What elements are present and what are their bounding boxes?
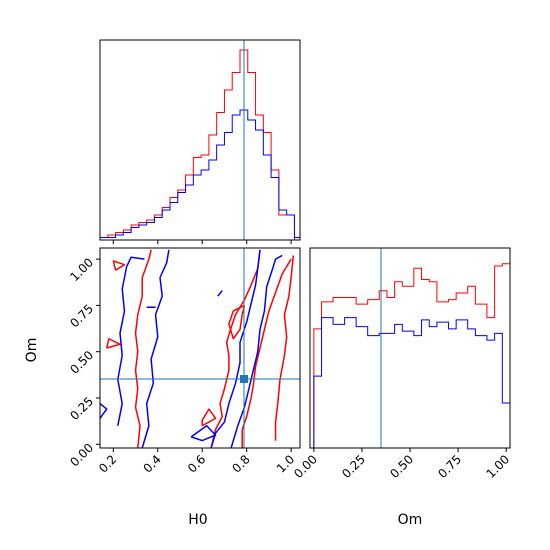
x-axis-label-om: Om: [398, 512, 423, 528]
truth-marker: [240, 375, 248, 383]
om-hist-tick-label: 0.25: [339, 452, 368, 481]
h0-histogram-frame: [99, 39, 301, 241]
om-histogram-series: [310, 263, 511, 449]
contour-x-tick-label: 0.2: [96, 452, 119, 475]
contour-red: [112, 260, 126, 271]
contour-blue: [217, 290, 223, 297]
om-hist-tick-label: 0.50: [387, 452, 416, 481]
contour-blue: [210, 249, 261, 448]
om-hist-tick-label: 1.00: [483, 452, 512, 481]
om-histogram-ticks: 0.00 0.25 0.50 0.75 1.00: [291, 448, 512, 481]
contour-red: [134, 249, 152, 448]
contour-frame: [99, 247, 301, 449]
contour-red: [105, 337, 121, 349]
contour-blue: [100, 402, 108, 419]
contour-y-tick-label: 0.75: [67, 302, 96, 331]
contour-y-tick-label: 0.50: [67, 348, 96, 377]
contour-red: [274, 255, 295, 441]
om-hist-tick-label: 0.75: [435, 452, 464, 481]
contour-y-ticks: 0.00 0.25 0.50 0.75 1.00: [67, 255, 100, 469]
contour-y-tick-label: 1.00: [67, 255, 96, 284]
contour-blue: [190, 425, 217, 442]
contour-lines: [100, 249, 295, 448]
om-hist-red-step: [310, 263, 511, 449]
h0-hist-blue-step: [99, 109, 301, 240]
contour-red: [228, 304, 246, 340]
contour-x-tick-label: 0.4: [140, 452, 163, 475]
panel-om-histogram: 0.00 0.25 0.50 0.75 1.00 Om: [291, 247, 512, 528]
om-hist-blue-step: [310, 317, 510, 449]
contour-x-tick-label: 0.8: [229, 452, 252, 475]
h0-hist-red-step: [99, 49, 300, 241]
om-histogram-frame: [309, 247, 511, 449]
contour-x-ticks: 0.2 0.4 0.6 0.8 1.0: [96, 448, 297, 476]
h0-histogram-ticks: [112, 240, 292, 244]
om-hist-tick-label: 0.00: [291, 452, 320, 481]
contour-red: [201, 408, 217, 427]
contour-blue: [141, 249, 170, 448]
x-axis-label-h0: H0: [188, 512, 207, 528]
contour-blue: [117, 256, 145, 426]
contour-x-tick-label: 0.6: [185, 452, 208, 475]
contour-red: [210, 249, 261, 448]
h0-histogram-series: [99, 49, 301, 241]
panel-h0-histogram: [99, 39, 301, 244]
y-axis-label-om: Om: [24, 338, 40, 363]
contour-blue: [230, 254, 283, 448]
contour-red: [241, 258, 292, 448]
panel-h0-om-contours: 0.2 0.4 0.6 0.8 1.0 0.000.250.500.751.00 H0 …: [24, 247, 301, 528]
contour-y-tick-label: 0.00: [67, 441, 96, 470]
contour-y-tick-label: 0.25: [67, 394, 96, 423]
